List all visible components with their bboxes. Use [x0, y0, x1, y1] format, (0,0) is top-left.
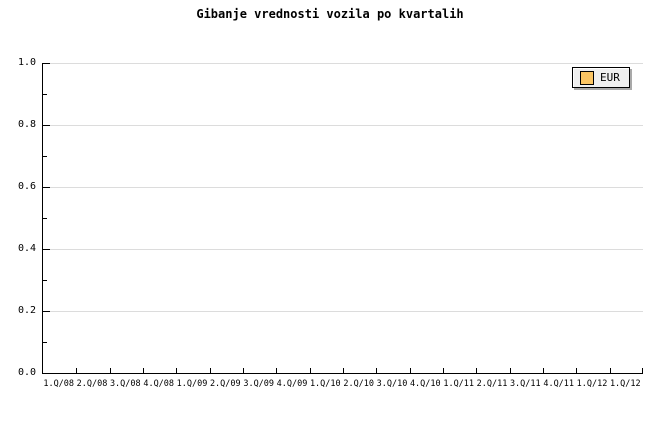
y-axis-minor-tick [43, 280, 47, 281]
x-axis-tick-label: 2.Q/09 [209, 379, 241, 389]
y-axis-major-tick [43, 187, 50, 188]
x-axis-tick [376, 368, 377, 373]
y-axis-major-tick [43, 63, 50, 64]
x-axis-tick [476, 368, 477, 373]
y-axis-tick-label: 0.0 [17, 367, 36, 378]
x-axis-tick [543, 368, 544, 373]
x-axis-tick-label: 3.Q/09 [243, 379, 275, 389]
x-axis-tick [642, 368, 643, 373]
x-axis-tick-label: 3.Q/10 [376, 379, 408, 389]
legend-label: EUR [600, 71, 620, 84]
chart-title: Gibanje vrednosti vozila po kvartalih [196, 7, 464, 21]
x-axis-tick [276, 368, 277, 373]
y-axis-tick-label: 0.6 [17, 181, 36, 192]
legend-swatch-icon [580, 70, 594, 85]
h-gridline [43, 125, 643, 126]
x-axis-tick [110, 368, 111, 373]
y-axis-major-tick [43, 249, 50, 250]
x-axis-tick [243, 368, 244, 373]
x-axis-tick-label: 2.Q/10 [343, 379, 375, 389]
x-axis-tick-label: 4.Q/09 [276, 379, 308, 389]
y-axis-minor-tick [43, 218, 47, 219]
x-axis-tick-label: 1.Q/09 [176, 379, 208, 389]
x-axis-tick [443, 368, 444, 373]
x-axis-tick [510, 368, 511, 373]
y-axis-tick-label: 0.8 [17, 119, 36, 130]
x-axis-tick-label: 4.Q/08 [143, 379, 175, 389]
h-gridline [43, 187, 643, 188]
x-axis-tick-label: 2.Q/08 [76, 379, 108, 389]
x-axis-tick [576, 368, 577, 373]
y-axis-minor-tick [43, 342, 47, 343]
y-axis-minor-tick [43, 94, 47, 95]
x-axis-tick-label: 1.Q/12 [576, 379, 608, 389]
y-axis-minor-tick [43, 156, 47, 157]
x-axis-tick [143, 368, 144, 373]
h-gridline [43, 63, 643, 64]
plot-area [42, 63, 643, 374]
x-axis-tick-label: 1.Q/12 [609, 379, 641, 389]
x-axis-tick-label: 4.Q/10 [409, 379, 441, 389]
x-axis-tick-label: 2.Q/11 [476, 379, 508, 389]
h-gridline [43, 249, 643, 250]
h-gridline [43, 311, 643, 312]
x-axis-tick [610, 368, 611, 373]
x-axis-tick [343, 368, 344, 373]
y-axis-major-tick [43, 311, 50, 312]
x-axis-tick-label: 1.Q/10 [309, 379, 341, 389]
x-axis-tick [410, 368, 411, 373]
y-axis-major-tick [43, 125, 50, 126]
x-axis-tick [76, 368, 77, 373]
x-axis-tick-label: 1.Q/11 [443, 379, 475, 389]
x-axis-tick [210, 368, 211, 373]
x-axis-tick [310, 368, 311, 373]
y-axis-tick-label: 0.2 [17, 305, 36, 316]
legend: EUR [572, 67, 630, 88]
x-axis-tick-label: 3.Q/08 [109, 379, 141, 389]
x-axis-tick-label: 4.Q/11 [543, 379, 575, 389]
y-axis-tick-label: 1.0 [17, 57, 36, 68]
x-axis-tick-label: 1.Q/08 [43, 379, 75, 389]
x-axis-tick-label: 3.Q/11 [509, 379, 541, 389]
x-axis-tick [176, 368, 177, 373]
y-axis-tick-label: 0.4 [17, 243, 36, 254]
